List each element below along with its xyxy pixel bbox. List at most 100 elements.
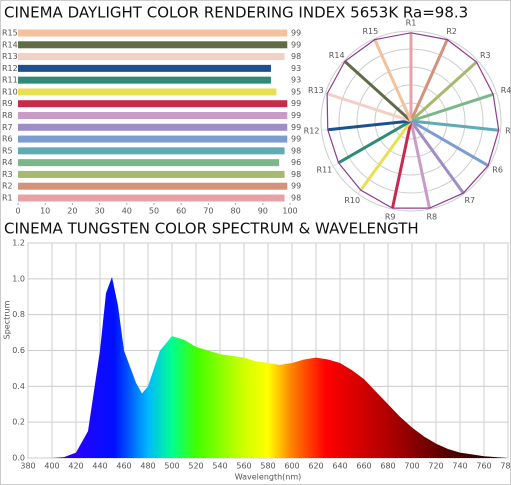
category-label: R8 bbox=[426, 212, 437, 221]
category-label: R13 bbox=[2, 52, 18, 61]
x-tick-label: 440 bbox=[92, 462, 107, 471]
bar bbox=[18, 159, 280, 167]
value-label: 93 bbox=[291, 64, 301, 73]
category-label: R2 bbox=[2, 182, 13, 191]
value-label: 99 bbox=[291, 99, 301, 108]
radar-spoke bbox=[327, 119, 412, 132]
y-tick-label: 1.2 bbox=[12, 239, 25, 248]
y-tick-label: 0.8 bbox=[12, 310, 25, 319]
bar bbox=[18, 76, 271, 84]
x-tick-label: 540 bbox=[212, 462, 227, 471]
bar bbox=[18, 112, 288, 119]
value-label: 98 bbox=[291, 52, 301, 61]
bar bbox=[18, 88, 277, 96]
category-label: R15 bbox=[2, 29, 18, 38]
chart-title: CINEMA DAYLIGHT COLOR RENDERING INDEX 56… bbox=[4, 4, 468, 22]
bar bbox=[18, 100, 288, 108]
x-tick-label: 90 bbox=[258, 207, 268, 216]
radar-spoke bbox=[409, 120, 465, 194]
value-label: 99 bbox=[291, 40, 301, 49]
value-label: 95 bbox=[291, 87, 301, 96]
radar-spoke bbox=[391, 120, 413, 209]
x-tick-label: 30 bbox=[95, 207, 105, 216]
category-label: R12 bbox=[304, 127, 320, 136]
category-label: R1 bbox=[2, 194, 13, 203]
x-tick-label: 380 bbox=[20, 462, 35, 471]
value-label: 96 bbox=[291, 158, 301, 167]
radar-spoke bbox=[359, 120, 413, 192]
bar bbox=[18, 170, 285, 178]
value-label: 98 bbox=[291, 146, 301, 155]
x-tick-label: 40 bbox=[122, 207, 132, 216]
value-label: 99 bbox=[291, 111, 301, 120]
bar bbox=[18, 64, 271, 72]
value-label: 99 bbox=[291, 29, 301, 38]
radar-spoke bbox=[409, 60, 478, 123]
category-label: R3 bbox=[2, 170, 13, 179]
radar-spoke bbox=[373, 38, 413, 122]
radar-spoke bbox=[409, 120, 431, 209]
category-label: R5 bbox=[2, 146, 13, 155]
category-label: R11 bbox=[317, 166, 333, 175]
category-label: R4 bbox=[501, 86, 511, 95]
x-tick-label: 50 bbox=[149, 207, 159, 216]
x-tick-label: 520 bbox=[188, 462, 203, 471]
x-tick-label: 10 bbox=[40, 207, 50, 216]
x-tick-label: 640 bbox=[332, 462, 347, 471]
x-tick-label: 700 bbox=[404, 462, 419, 471]
bar bbox=[18, 147, 285, 155]
category-label: R4 bbox=[2, 158, 13, 167]
category-label: R8 bbox=[2, 111, 13, 120]
x-tick-label: 660 bbox=[356, 462, 371, 471]
value-label: 98 bbox=[291, 170, 301, 179]
category-label: R9 bbox=[2, 99, 13, 108]
category-label: R10 bbox=[2, 87, 18, 96]
category-label: R7 bbox=[2, 123, 13, 132]
x-tick-label: 680 bbox=[380, 462, 395, 471]
x-tick-label: 80 bbox=[231, 207, 241, 216]
y-tick-label: 1.0 bbox=[12, 274, 25, 283]
category-label: R6 bbox=[492, 166, 503, 175]
spectrum-area bbox=[28, 277, 508, 458]
x-tick-label: 70 bbox=[203, 207, 213, 216]
y-tick-label: 0.6 bbox=[12, 346, 25, 355]
bar bbox=[18, 53, 285, 61]
radar-spoke bbox=[343, 60, 413, 123]
bar bbox=[18, 29, 288, 37]
category-label: R12 bbox=[2, 64, 18, 73]
radar-outline bbox=[326, 32, 500, 209]
radar-spoke bbox=[409, 38, 449, 122]
x-tick-label: 400 bbox=[44, 462, 59, 471]
x-tick-label: 780 bbox=[500, 462, 511, 471]
radar-spoke bbox=[326, 92, 412, 123]
radar-spoke bbox=[410, 92, 494, 123]
x-tick-label: 760 bbox=[476, 462, 491, 471]
x-tick-label: 580 bbox=[260, 462, 275, 471]
x-tick-label: 0 bbox=[15, 207, 20, 216]
y-axis-label: Spectrum bbox=[3, 300, 12, 339]
category-label: R2 bbox=[446, 27, 457, 36]
chart-title: CINEMA TUNGSTEN COLOR SPECTRUM & WAVELEN… bbox=[4, 220, 419, 238]
bar bbox=[18, 182, 288, 190]
radar-spoke bbox=[410, 119, 489, 167]
y-tick-label: 0.0 bbox=[12, 454, 25, 463]
value-label: 93 bbox=[291, 76, 301, 85]
x-tick-label: 60 bbox=[176, 207, 186, 216]
value-label: 99 bbox=[291, 135, 301, 144]
bar bbox=[18, 41, 288, 49]
category-label: R14 bbox=[2, 40, 18, 49]
x-tick-label: 480 bbox=[140, 462, 155, 471]
x-tick-label: 100 bbox=[282, 207, 297, 216]
category-label: R14 bbox=[329, 51, 345, 60]
category-label: R13 bbox=[308, 86, 324, 95]
x-tick-label: 420 bbox=[68, 462, 83, 471]
x-tick-label: 560 bbox=[236, 462, 251, 471]
x-tick-label: 600 bbox=[284, 462, 299, 471]
category-label: R10 bbox=[344, 196, 360, 205]
bar bbox=[18, 194, 285, 202]
radar-spoke bbox=[337, 119, 412, 165]
category-label: R3 bbox=[480, 51, 491, 60]
y-tick-label: 0.2 bbox=[12, 418, 25, 427]
value-label: 99 bbox=[291, 182, 301, 191]
